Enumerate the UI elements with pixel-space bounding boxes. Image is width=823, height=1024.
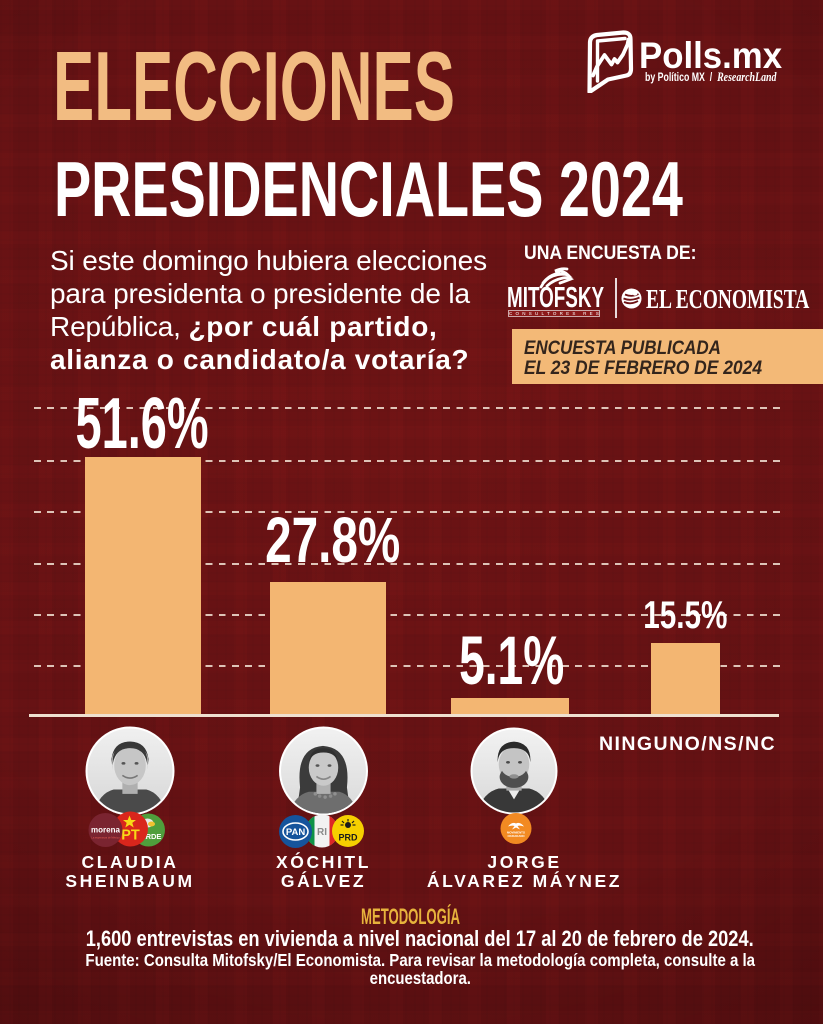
svg-text:PAN: PAN	[286, 827, 305, 838]
svg-text:VERDE: VERDE	[136, 832, 162, 841]
svg-text:CIUDADANO: CIUDADANO	[507, 834, 525, 838]
svg-text:La esperanza de México: La esperanza de México	[91, 836, 120, 840]
svg-text:morena: morena	[91, 826, 120, 835]
svg-text:PRD: PRD	[338, 833, 358, 843]
svg-text:PT: PT	[121, 828, 140, 844]
svg-text:RI: RI	[317, 827, 327, 838]
svg-text:MOVIMIENTO: MOVIMIENTO	[507, 831, 526, 835]
